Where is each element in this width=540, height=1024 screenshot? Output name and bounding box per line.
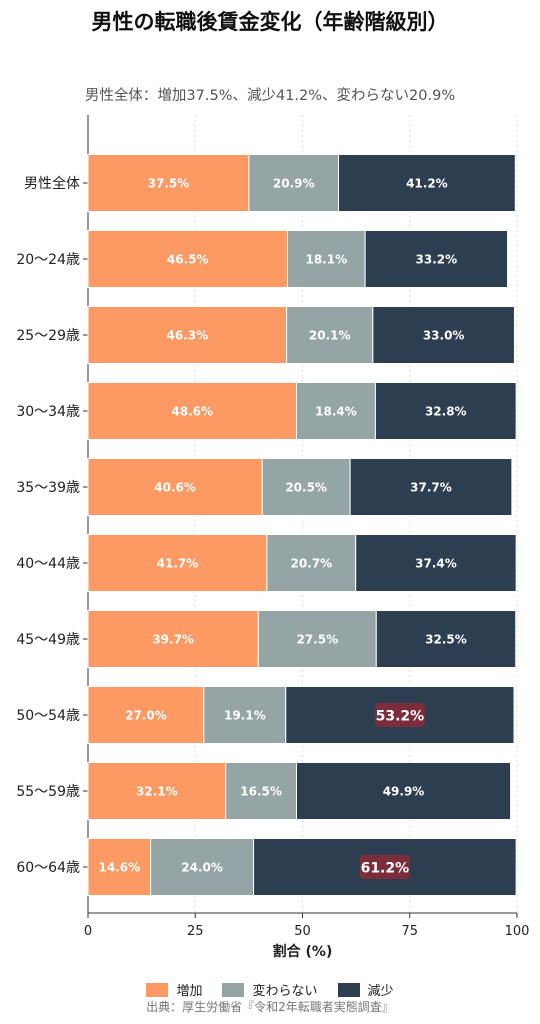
- data-label: 37.7%: [410, 481, 452, 495]
- data-label: 40.6%: [154, 481, 196, 495]
- data-label: 61.2%: [361, 861, 410, 877]
- data-label: 16.5%: [240, 785, 282, 799]
- bar-segment: [355, 534, 517, 592]
- bar-segment: [286, 230, 366, 288]
- x-axis-label: 割合 (%): [273, 943, 333, 960]
- chart-subtitle: 男性全体：増加37.5%、減少41.2%、変わらない20.9%: [84, 88, 456, 104]
- bar-segment: [87, 306, 288, 364]
- bar-segment: [374, 382, 517, 440]
- data-label: 27.5%: [296, 633, 338, 647]
- data-label: 18.4%: [315, 405, 357, 419]
- bar-segment: [87, 686, 205, 744]
- source-note: 出典：厚生労働省『令和2年転職者実態調査』: [146, 1000, 394, 1014]
- bar-segment: [349, 458, 513, 516]
- data-label: 33.2%: [416, 253, 458, 267]
- bar-segment: [150, 838, 255, 896]
- bar-segment: [203, 686, 287, 744]
- data-label: 20.7%: [290, 557, 332, 571]
- bar-segment: [248, 154, 340, 212]
- category-label: 55〜59歳: [16, 784, 80, 800]
- x-tick-label: 75: [401, 924, 418, 939]
- legend-item: 変わらない: [222, 980, 318, 999]
- bar-segment: [295, 762, 512, 820]
- bar-segment: [375, 610, 517, 668]
- legend-swatch: [146, 982, 169, 997]
- data-label: 20.1%: [309, 329, 351, 343]
- category-label: 40〜44歳: [16, 556, 80, 572]
- data-label: 33.0%: [423, 329, 465, 343]
- bar-segment: [372, 306, 515, 364]
- bar-segment: [87, 610, 259, 668]
- legend-label: 減少: [367, 984, 394, 999]
- bar-segment: [261, 458, 351, 516]
- bar-segment: [286, 306, 374, 364]
- bar-segment: [257, 610, 377, 668]
- legend-item: 減少: [337, 980, 394, 999]
- data-label: 20.5%: [285, 481, 327, 495]
- bar-segment: [87, 458, 263, 516]
- category-label: 50〜54歳: [16, 708, 80, 724]
- category-label: 60〜64歳: [16, 860, 80, 876]
- category-label: 45〜49歳: [16, 632, 80, 648]
- data-label: 37.4%: [415, 557, 457, 571]
- legend-item: 増加: [146, 980, 202, 999]
- legend-label: 変わらない: [252, 984, 318, 999]
- x-tick-label: 0: [84, 924, 92, 939]
- category-label: 35〜39歳: [16, 480, 80, 496]
- data-label: 46.5%: [167, 253, 209, 267]
- data-label: 39.7%: [152, 633, 194, 647]
- chart-title: 男性の転職後賃金変化（年齢階級別）: [91, 10, 449, 34]
- highlight-badge: [374, 703, 425, 727]
- bar-segment: [364, 230, 509, 288]
- data-label: 37.5%: [148, 177, 190, 191]
- chart-legend: 増加 変わらない 減少: [0, 980, 540, 999]
- data-label: 14.6%: [98, 861, 140, 875]
- data-label: 19.1%: [224, 709, 266, 723]
- category-label: 20〜24歳: [16, 252, 80, 268]
- data-label: 32.5%: [425, 633, 467, 647]
- legend-label: 増加: [176, 984, 203, 999]
- x-tick-label: 100: [505, 924, 530, 939]
- data-label: 27.0%: [125, 709, 167, 723]
- bar-segment: [266, 534, 357, 592]
- category-label: 男性全体: [24, 175, 80, 192]
- legend-swatch: [222, 982, 245, 997]
- category-label: 30〜34歳: [16, 404, 80, 420]
- bar-segment: [225, 762, 297, 820]
- data-label: 46.3%: [166, 329, 208, 343]
- data-label: 24.0%: [181, 861, 223, 875]
- bar-segment: [87, 382, 297, 440]
- bar-segment: [87, 838, 152, 896]
- category-label: 25〜29歳: [16, 328, 80, 344]
- legend-swatch: [337, 982, 360, 997]
- x-tick-label: 25: [187, 924, 204, 939]
- data-label: 32.8%: [425, 405, 467, 419]
- data-label: 49.9%: [383, 785, 425, 799]
- data-label: 41.2%: [406, 177, 448, 191]
- data-label: 53.2%: [376, 709, 425, 725]
- highlight-badge: [359, 855, 410, 879]
- data-label: 48.6%: [171, 405, 213, 419]
- bar-segment: [87, 154, 250, 212]
- bar-segment: [87, 230, 288, 288]
- x-tick-label: 50: [294, 924, 311, 939]
- data-label: 18.1%: [305, 253, 347, 267]
- data-label: 20.9%: [273, 177, 315, 191]
- data-label: 41.7%: [157, 557, 199, 571]
- data-label: 32.1%: [136, 785, 178, 799]
- bar-segment: [87, 534, 268, 592]
- bar-segment: [338, 154, 516, 212]
